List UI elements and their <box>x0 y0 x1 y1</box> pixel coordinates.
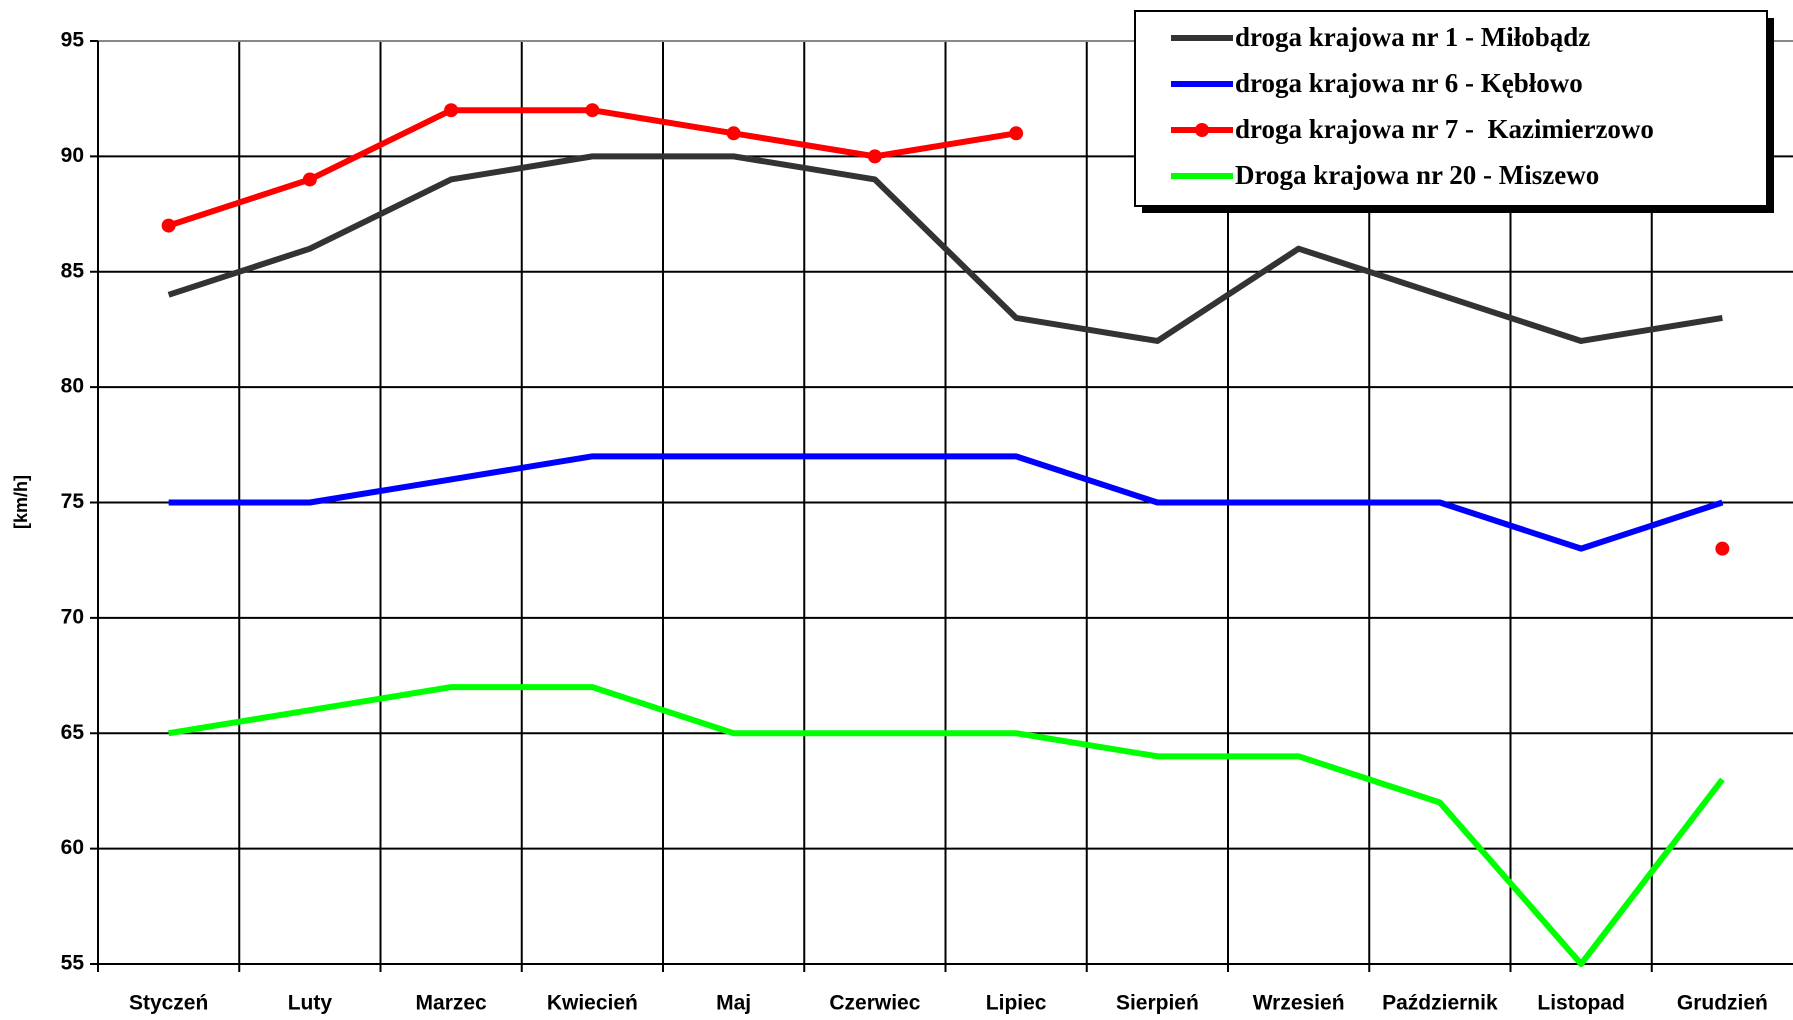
y-tick-label: 60 <box>61 836 84 859</box>
y-tick-label: 95 <box>61 29 85 52</box>
x-tick-label: Sierpień <box>1116 992 1199 1015</box>
series-marker <box>585 103 600 118</box>
legend-label: droga krajowa nr 7 - Kazimierzowo <box>1235 114 1654 144</box>
series-marker <box>726 126 741 141</box>
x-tick-label: Grudzień <box>1677 992 1768 1015</box>
series-marker <box>444 103 459 118</box>
y-tick-label: 80 <box>61 375 84 398</box>
series-marker <box>1009 126 1024 141</box>
legend-marker <box>1195 123 1209 137</box>
y-axis-label: [km/h] <box>11 475 31 529</box>
series-line <box>168 453 1724 552</box>
y-tick-label: 75 <box>61 490 85 513</box>
x-tick-label: Lipiec <box>986 992 1047 1015</box>
y-tick-label: 85 <box>61 259 85 282</box>
x-tick-label: Kwiecień <box>547 992 638 1015</box>
x-tick-label: Luty <box>288 992 333 1015</box>
series-line <box>168 684 1725 967</box>
x-tick-label: Styczeń <box>129 992 208 1015</box>
legend-label: droga krajowa nr 1 - Miłobądz <box>1235 22 1590 52</box>
series-marker <box>302 172 317 187</box>
x-tick-label: Listopad <box>1537 992 1625 1015</box>
series-marker <box>867 149 882 164</box>
x-tick-label: Październik <box>1382 992 1498 1015</box>
x-tick-label: Marzec <box>416 992 488 1015</box>
y-tick-label: 55 <box>61 952 85 975</box>
x-tick-label: Maj <box>716 992 751 1015</box>
y-tick-label: 65 <box>61 721 85 744</box>
legend-label: droga krajowa nr 6 - Kębłowo <box>1235 68 1583 98</box>
y-tick-label: 90 <box>61 144 84 167</box>
y-tick-label: 70 <box>61 605 84 628</box>
x-tick-label: Wrzesień <box>1253 992 1345 1015</box>
series-marker <box>161 218 176 233</box>
series-line <box>167 153 1723 344</box>
legend-label: Droga krajowa nr 20 - Miszewo <box>1235 160 1599 190</box>
legend <box>1134 10 1768 207</box>
x-tick-label: Czerwiec <box>829 992 920 1015</box>
series-marker <box>1715 541 1730 556</box>
